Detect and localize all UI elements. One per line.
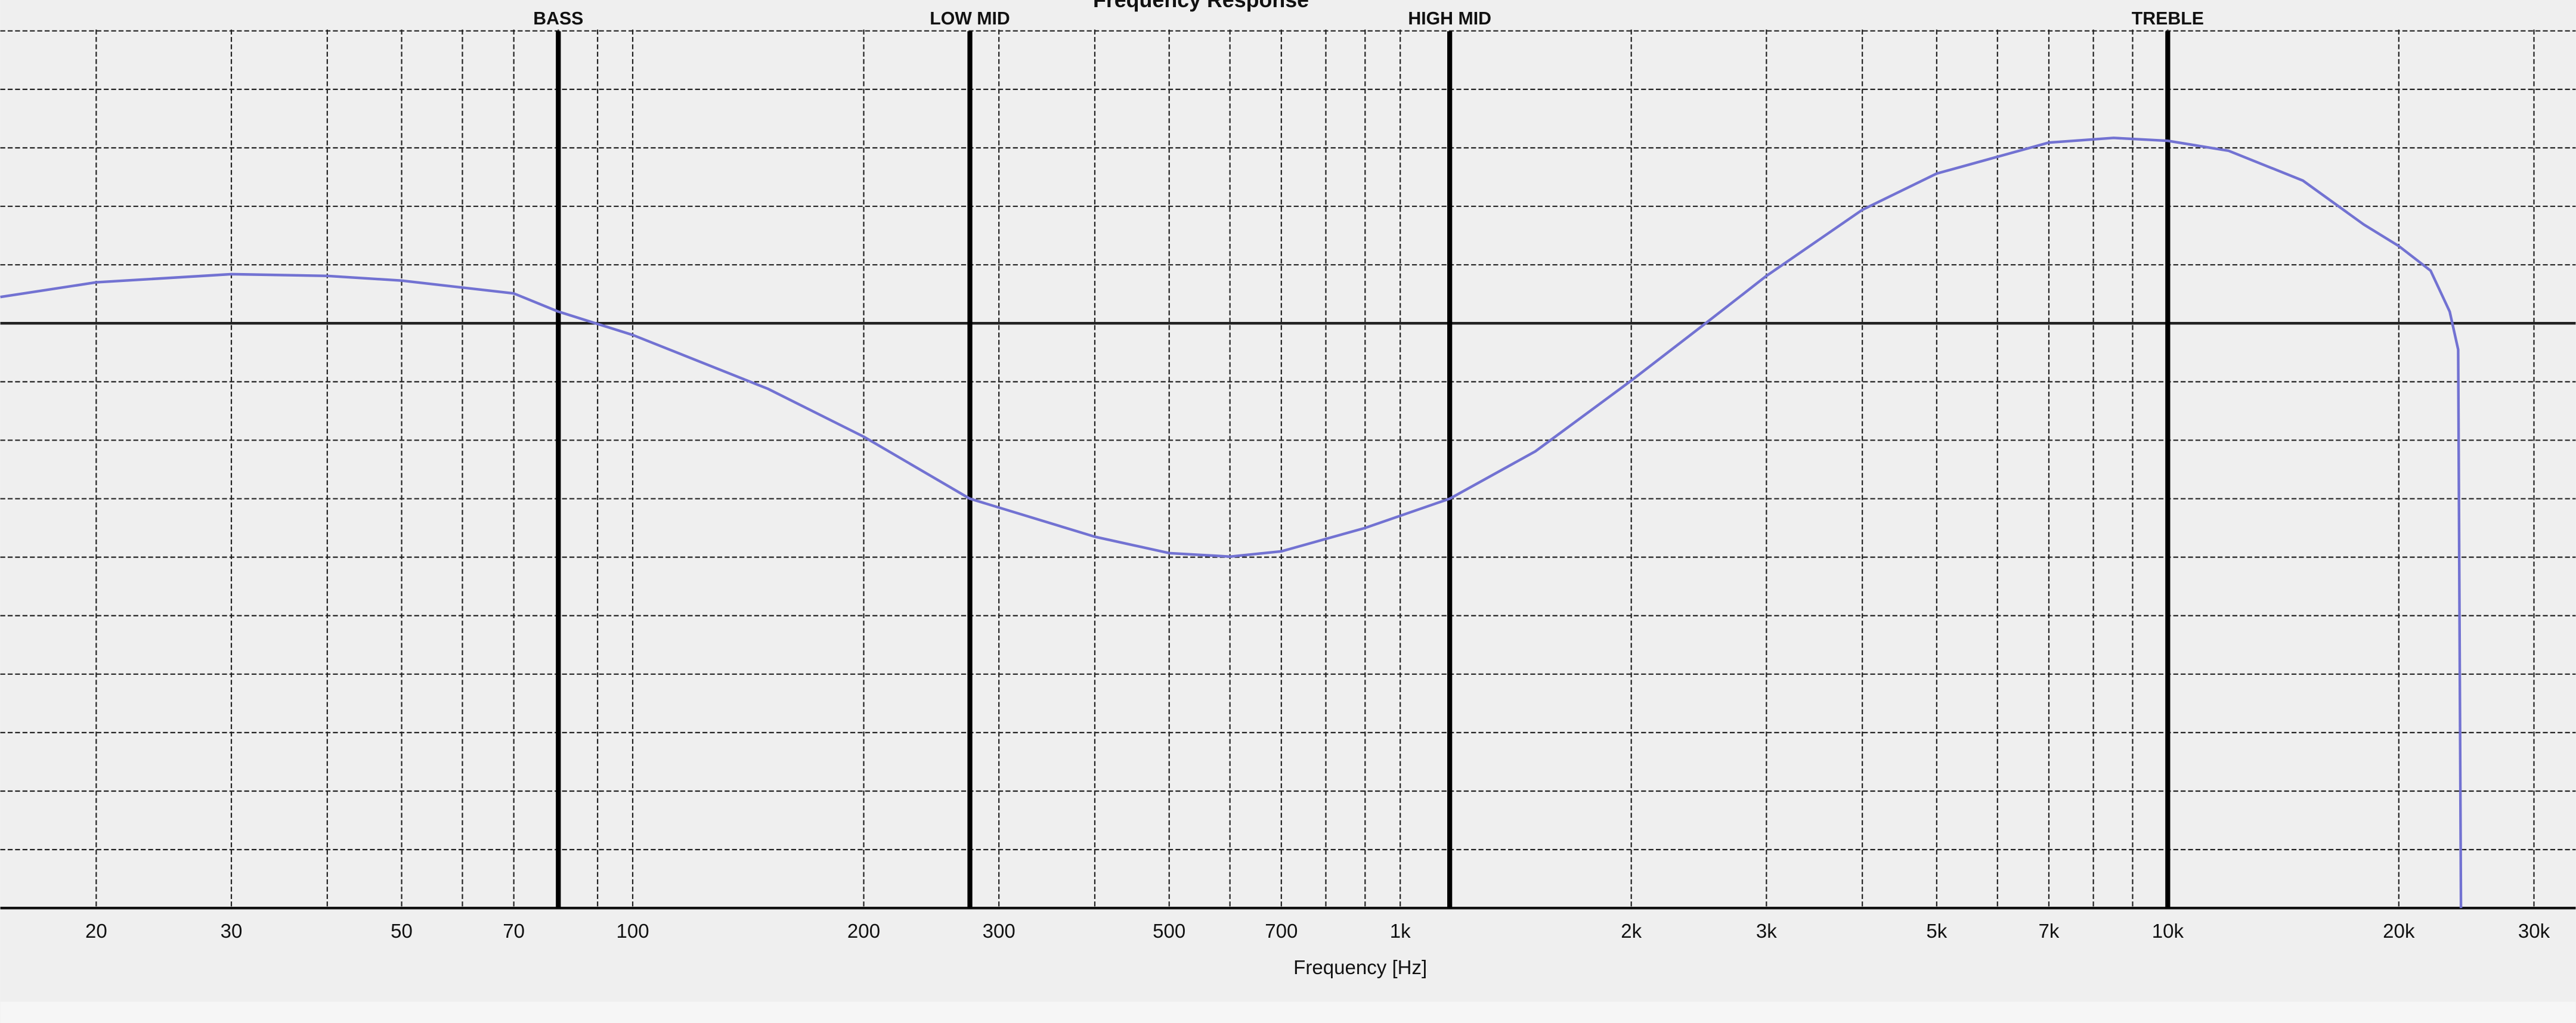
x-tick-label: 20k — [2383, 920, 2415, 943]
band-marker-label: LOW MID — [930, 9, 1010, 29]
footer-strip — [0, 1002, 2576, 1023]
x-tick-label: 7k — [2039, 920, 2060, 943]
x-tick-label: 10k — [2152, 920, 2184, 943]
response-curve — [0, 137, 2463, 909]
x-tick-label: 500 — [1153, 920, 1185, 943]
x-tick-label: 1k — [1390, 920, 1411, 943]
x-tick-label: 70 — [503, 920, 525, 943]
plot-background — [0, 0, 2576, 1002]
x-tick-label: 2k — [1621, 920, 1642, 943]
x-tick-label: 3k — [1756, 920, 1777, 943]
x-tick-label: 20 — [85, 920, 107, 943]
x-tick-label: 30k — [2518, 920, 2550, 943]
x-tick-label: 700 — [1265, 920, 1298, 943]
x-tick-label: 50 — [391, 920, 413, 943]
x-tick-label: 300 — [983, 920, 1015, 943]
x-tick-label: 200 — [847, 920, 880, 943]
band-marker-label: BASS — [533, 9, 583, 29]
x-tick-label: 100 — [616, 920, 649, 943]
x-tick-label: 5k — [1926, 920, 1947, 943]
x-axis-label: Frequency [Hz] — [1293, 957, 1427, 979]
chart-title: Frequency Response — [1093, 0, 1309, 12]
band-marker-label: HIGH MID — [1408, 9, 1491, 29]
band-marker-label: TREBLE — [2132, 9, 2204, 29]
x-tick-label: 30 — [221, 920, 243, 943]
